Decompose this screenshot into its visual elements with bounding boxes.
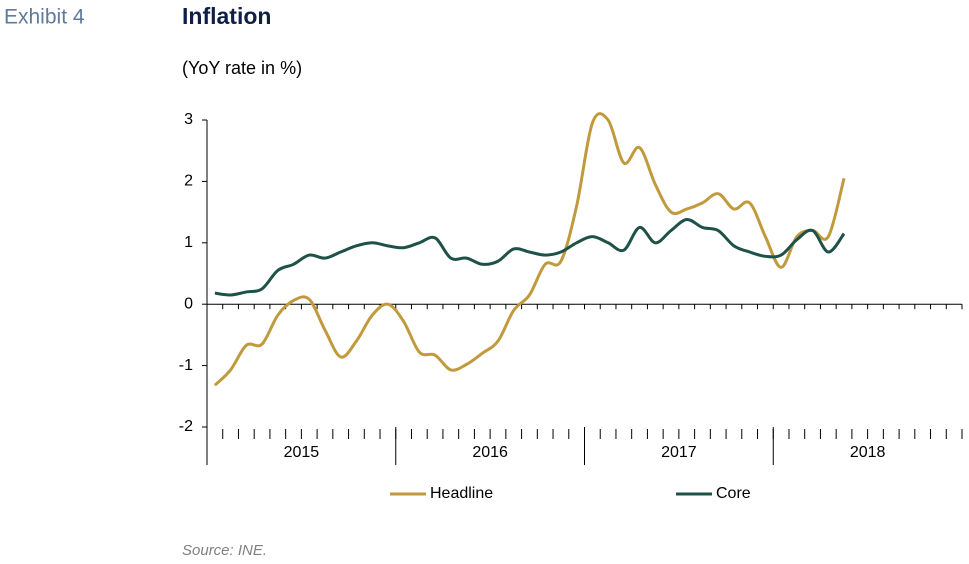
line-series <box>213 112 846 387</box>
x-group-label: 2018 <box>850 444 886 461</box>
y-tick-label: 3 <box>184 111 193 128</box>
x-group-label: 2015 <box>284 444 320 461</box>
legend-label: Core <box>716 485 751 502</box>
source-note: Source: INE. <box>182 542 267 559</box>
exhibit-label: Exhibit 4 <box>4 6 85 29</box>
y-tick-label: -1 <box>179 357 193 374</box>
x-group-label: 2017 <box>661 444 697 461</box>
chart-title: Inflation <box>182 3 271 29</box>
y-tick-label: 1 <box>184 234 193 251</box>
legend-label: Headline <box>430 485 493 502</box>
line-series <box>214 217 846 297</box>
y-tick-label: 0 <box>184 295 193 312</box>
chart-subtitle: (YoY rate in %) <box>182 58 302 78</box>
y-tick-label: 2 <box>184 173 193 190</box>
y-tick-label: -2 <box>179 418 193 435</box>
x-group-label: 2016 <box>472 444 508 461</box>
